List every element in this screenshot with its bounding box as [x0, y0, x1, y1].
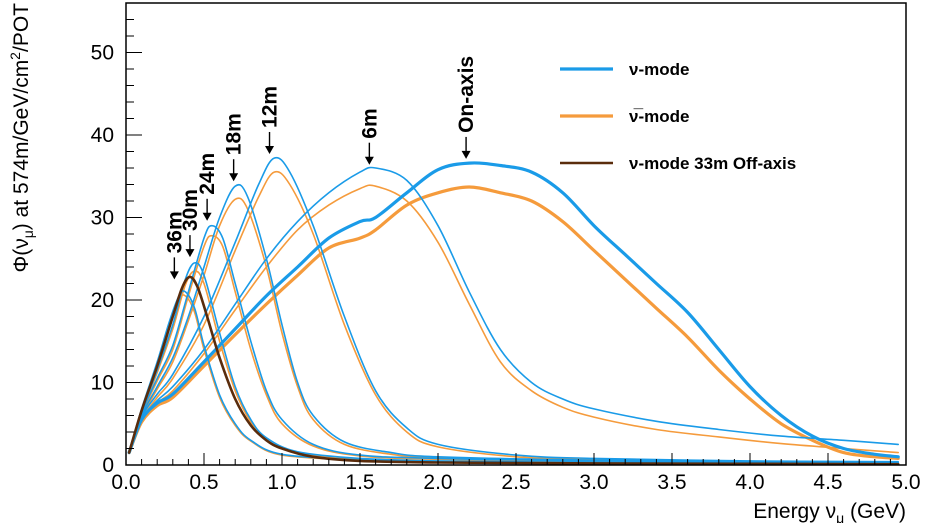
- x-axis-title-main: Energy ν: [753, 500, 836, 523]
- x-tick-label: 2.0: [423, 471, 452, 494]
- arrow-on-axis-head: [461, 150, 471, 159]
- y-tick-label: 40: [91, 124, 114, 147]
- legend: ν-mode ν̅-mode ν-mode 33m Off-axis: [560, 60, 796, 173]
- legend-label-offaxis: ν-mode 33m Off-axis: [629, 154, 796, 173]
- y-axis-title-end: /POT: [10, 3, 33, 52]
- y-tick-label: 10: [91, 372, 114, 395]
- x-tick-label: 0.0: [111, 471, 140, 494]
- legend-label-nubar: ν̅-mode: [629, 107, 689, 126]
- legend-label-nu: ν-mode: [629, 60, 689, 79]
- x-tick-label: 1.0: [267, 471, 296, 494]
- arrow-24m-head: [202, 212, 212, 221]
- y-tick-label: 30: [91, 207, 114, 230]
- y-axis-title-sup: 2: [7, 52, 23, 60]
- axis-ticks: 0.0 0.5 1.0 1.5 2.0 2.5 3.0 3.5 4.0 4.5 5.0 0 10 20 30…: [91, 2, 921, 494]
- y-tick-label: 50: [91, 42, 114, 65]
- annotation-24m: 24m: [196, 153, 219, 195]
- series-line-33m-offaxis: [127, 275, 900, 466]
- y-axis-title-main: Φ(ν: [10, 238, 33, 272]
- y-axis-title-mid: ) at 574m/GeV/cm: [10, 60, 33, 230]
- x-axis-title-sub: μ: [836, 510, 844, 523]
- x-tick-label: 4.5: [813, 471, 842, 494]
- x-tick-label: 3.5: [657, 471, 686, 494]
- x-axis-title-unit: (GeV): [844, 500, 906, 523]
- series-line-18m-nubar: [128, 197, 899, 464]
- annotation-6m: 6m: [358, 108, 381, 138]
- annotation-30m: 30m: [179, 189, 202, 231]
- series-line-on-axis-nubar: [127, 185, 900, 460]
- x-tick-label: 1.5: [345, 471, 374, 494]
- series-line-12m-nu: [128, 156, 899, 463]
- series-line-24m-nubar: [128, 234, 899, 464]
- series-line-30m-nu: [128, 261, 899, 465]
- annotation-18m: 18m: [223, 113, 246, 155]
- arrow-12m-head: [265, 145, 275, 154]
- x-tick-label: 3.0: [579, 471, 608, 494]
- series-line-18m-nu: [128, 183, 899, 464]
- x-tick-label: 0.5: [189, 471, 218, 494]
- annotation-36m: 36m: [163, 211, 186, 253]
- arrow-18m-head: [229, 173, 239, 182]
- y-axis-title-sub: μ: [20, 230, 36, 238]
- y-tick-label: 0: [102, 454, 114, 477]
- annotation-on-axis: On-axis: [455, 56, 478, 133]
- arrow-30m-head: [185, 249, 195, 258]
- x-tick-label: 5.0: [891, 471, 920, 494]
- x-tick-label: 2.5: [501, 471, 530, 494]
- series-line-on-axis-nu: [127, 161, 900, 459]
- arrow-36m-head: [169, 271, 179, 280]
- y-axis-title: Φ(νμ) at 574m/GeV/cm2/POT: [7, 3, 36, 273]
- x-axis-title: Energy νμ (GeV): [753, 500, 906, 523]
- x-tick-label: 4.0: [735, 471, 764, 494]
- y-tick-label: 20: [91, 289, 114, 312]
- arrow-6m-head: [364, 156, 374, 165]
- series-line-24m-nu: [128, 224, 899, 464]
- series-line-6m-nu: [128, 166, 899, 454]
- series-layer: [127, 156, 900, 466]
- series-line-6m-nubar: [128, 184, 899, 454]
- annotation-12m: 12m: [259, 86, 282, 128]
